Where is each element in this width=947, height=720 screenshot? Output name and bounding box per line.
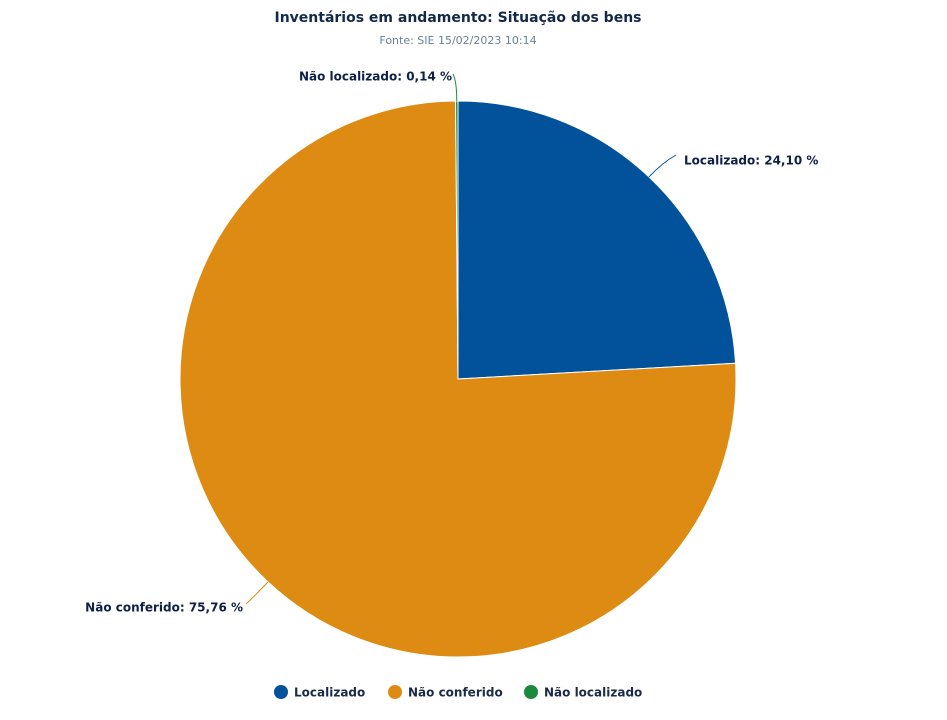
legend: Localizado Não conferido Não localizado xyxy=(274,685,642,700)
legend-marker-localizado xyxy=(274,685,288,699)
pie-slice-localizado[interactable] xyxy=(457,100,737,380)
legend-label-localizado: Localizado xyxy=(294,686,365,700)
legend-label-nao-localizado: Não localizado xyxy=(544,686,642,700)
legend-marker-nao-conferido xyxy=(388,685,402,699)
connector-localizado xyxy=(648,154,677,178)
data-labels: Localizado: 24,10 % Não conferido: 75,76… xyxy=(85,70,818,615)
legend-item-localizado[interactable]: Localizado xyxy=(274,685,365,700)
chart-title: Inventários em andamento: Situação dos b… xyxy=(275,10,642,26)
legend-item-nao-conferido[interactable]: Não conferido xyxy=(388,685,503,700)
data-label-localizado: Localizado: 24,10 % xyxy=(684,154,818,168)
legend-item-nao-localizado[interactable]: Não localizado xyxy=(524,685,642,700)
legend-marker-nao-localizado xyxy=(524,685,538,699)
legend-label-nao-conferido: Não conferido xyxy=(408,686,503,700)
data-label-nao-localizado: Não localizado: 0,14 % xyxy=(299,70,452,84)
connector-nao-localizado xyxy=(452,73,458,102)
pie-slice-nao-localizado[interactable] xyxy=(455,100,459,380)
data-label-connectors xyxy=(245,73,677,605)
chart-subtitle: Fonte: SIE 15/02/2023 10:14 xyxy=(379,34,536,47)
connector-nao-conferido xyxy=(245,581,269,605)
data-label-nao-conferido: Não conferido: 75,76 % xyxy=(85,601,243,615)
pie-slices xyxy=(179,100,737,658)
